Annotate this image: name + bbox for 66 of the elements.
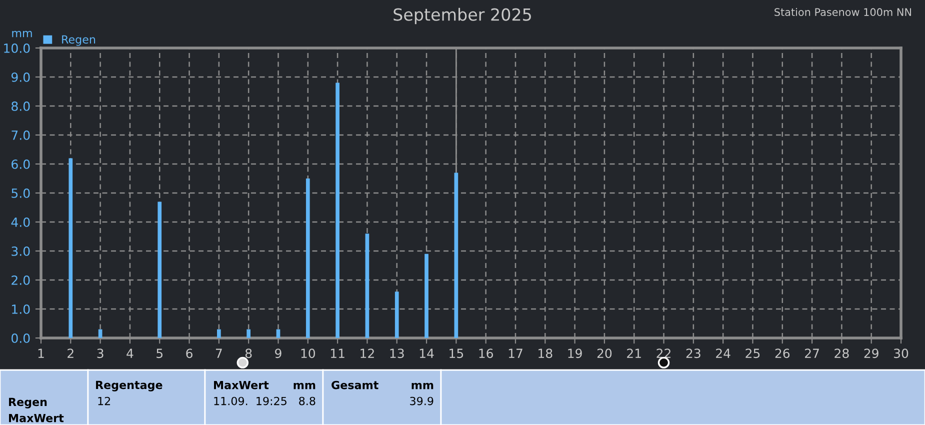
x-tick-label: 2 (68, 348, 74, 358)
x-tick-label: 25 (746, 348, 760, 358)
x-tick-label: 16 (479, 348, 493, 358)
legend-label: Regen (62, 35, 96, 46)
chart-title: September 2025 (394, 8, 531, 24)
chart-subtitle: Station Pasenow 100m NN (774, 8, 911, 16)
y-tick-label: 5.0 (12, 188, 30, 198)
bar (454, 172, 458, 338)
text: 12 (98, 396, 110, 406)
x-tick-label: 14 (420, 348, 434, 358)
x-tick-label: 7 (216, 348, 222, 358)
x-tick-label: 20 (597, 348, 612, 358)
x-tick-label: 27 (804, 348, 819, 358)
y-tick-label: 1.0 (12, 304, 30, 314)
x-tick-label: 22 (656, 348, 670, 358)
x-tick-label: 28 (834, 348, 849, 358)
bar (306, 178, 310, 338)
text: mm (294, 382, 316, 390)
x-tick-label: 11 (330, 348, 344, 358)
x-tick-label: 26 (775, 348, 790, 358)
y-tick-label: 9.0 (11, 72, 30, 82)
y-tick-label: 7.0 (12, 130, 30, 140)
text: 8.8 (299, 396, 316, 406)
text: 39.9 (410, 396, 434, 406)
x-tick-label: 19 (568, 348, 582, 358)
bar (158, 202, 162, 338)
x-tick-label: 13 (390, 348, 404, 358)
x-tick-label: 21 (627, 348, 641, 358)
x-tick-label: 5 (156, 348, 163, 358)
x-tick-label: 30 (894, 348, 908, 358)
x-tick-label: 10 (301, 348, 316, 358)
x-tick-label: 29 (864, 348, 878, 358)
x-tick-label: 18 (538, 348, 552, 358)
text: MaxWert (214, 380, 269, 390)
x-tick-label: 4 (126, 348, 134, 358)
bar (217, 329, 221, 338)
x-tick-label: 3 (97, 348, 104, 358)
bar (394, 292, 399, 338)
bar (365, 234, 370, 338)
bar (424, 254, 428, 338)
x-tick-label: 9 (275, 348, 282, 358)
y-tick-label: 4.0 (11, 217, 30, 227)
text: 11.09. 19:25 (214, 396, 286, 406)
y-tick-label: 6.0 (12, 159, 30, 169)
y-axis-title: mm (12, 30, 32, 38)
y-tick-label: 0.0 (12, 333, 30, 343)
bar (336, 82, 340, 338)
bar (246, 329, 251, 338)
text: Gesamt (332, 380, 378, 390)
x-tick-label: 15 (450, 348, 464, 358)
y-tick-label: 10.0 (4, 43, 30, 53)
x-tick-label: 17 (508, 348, 522, 358)
x-tick-label: 12 (360, 348, 374, 358)
text: Regentage (96, 380, 162, 392)
x-tick-label: 24 (716, 348, 730, 358)
y-tick-label: 8.0 (12, 101, 30, 111)
x-tick-label: 8 (245, 348, 252, 358)
bar (68, 158, 73, 338)
text: MaxWert (9, 414, 64, 422)
y-tick-label: 3.0 (12, 246, 30, 256)
text: Regen (9, 398, 47, 408)
y-tick-label: 2.0 (12, 275, 30, 285)
x-tick-label: 6 (186, 348, 192, 358)
x-tick-label: 1 (38, 348, 44, 358)
x-tick-label: 23 (686, 348, 700, 358)
text: mm (412, 382, 434, 390)
